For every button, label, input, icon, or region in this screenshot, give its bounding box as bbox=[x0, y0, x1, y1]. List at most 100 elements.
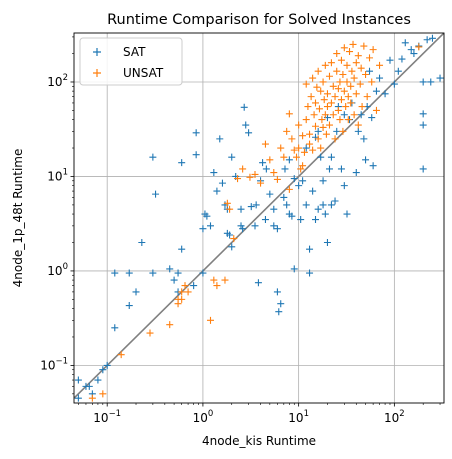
data-point bbox=[311, 122, 319, 130]
data-point bbox=[362, 156, 370, 164]
data-point bbox=[368, 114, 376, 122]
data-point bbox=[178, 159, 186, 167]
data-point bbox=[251, 170, 259, 178]
data-point bbox=[369, 46, 377, 54]
data-point bbox=[427, 78, 435, 86]
data-point bbox=[347, 82, 355, 90]
data-point bbox=[381, 90, 389, 98]
data-point bbox=[203, 212, 211, 220]
data-point bbox=[321, 61, 329, 69]
data-point bbox=[277, 144, 285, 152]
data-point bbox=[323, 103, 331, 111]
data-point bbox=[266, 190, 274, 198]
data-point bbox=[111, 269, 119, 277]
series-unsat bbox=[88, 40, 423, 402]
data-point bbox=[132, 288, 140, 296]
data-point bbox=[314, 67, 322, 75]
data-point bbox=[419, 121, 427, 129]
data-point bbox=[325, 72, 333, 80]
data-point bbox=[357, 111, 365, 119]
data-point bbox=[317, 87, 325, 95]
data-point bbox=[354, 52, 362, 60]
data-point bbox=[390, 80, 398, 88]
data-point bbox=[331, 135, 339, 143]
data-point bbox=[280, 193, 288, 201]
data-point bbox=[428, 34, 436, 42]
data-point bbox=[306, 245, 314, 253]
data-point bbox=[259, 159, 267, 167]
data-point bbox=[266, 156, 274, 164]
data-point bbox=[152, 190, 160, 198]
data-point bbox=[254, 279, 262, 287]
legend-box bbox=[79, 37, 183, 86]
data-point bbox=[299, 162, 307, 170]
data-point bbox=[281, 165, 289, 173]
data-point bbox=[190, 282, 198, 290]
data-point bbox=[74, 376, 82, 384]
data-point bbox=[117, 351, 125, 359]
data-point bbox=[302, 201, 310, 209]
data-point bbox=[320, 96, 328, 104]
data-point bbox=[319, 177, 327, 185]
data-point bbox=[348, 67, 356, 75]
y-axis-label: 4node_1p_48t Runtime bbox=[11, 149, 25, 288]
data-point bbox=[327, 201, 335, 209]
y-tick-label: 101 bbox=[47, 167, 68, 183]
data-point bbox=[166, 321, 174, 329]
data-point bbox=[302, 116, 310, 124]
data-point bbox=[369, 162, 377, 170]
data-point bbox=[329, 82, 337, 90]
data-point bbox=[302, 144, 310, 152]
data-point bbox=[242, 121, 250, 129]
data-point bbox=[327, 59, 335, 67]
data-point bbox=[419, 165, 427, 173]
data-point bbox=[199, 225, 207, 233]
data-point bbox=[304, 103, 312, 111]
data-point bbox=[262, 165, 270, 173]
data-point bbox=[327, 153, 335, 161]
data-point bbox=[360, 135, 368, 143]
data-point bbox=[372, 87, 380, 95]
data-point bbox=[415, 43, 423, 51]
data-point bbox=[352, 90, 360, 98]
data-point bbox=[325, 165, 333, 173]
plot-frame bbox=[73, 32, 445, 404]
data-point bbox=[99, 390, 107, 398]
data-point bbox=[333, 127, 341, 135]
data-point bbox=[398, 55, 406, 63]
data-point bbox=[239, 165, 247, 173]
data-point bbox=[436, 74, 444, 82]
data-point bbox=[213, 187, 221, 195]
data-point bbox=[290, 146, 298, 154]
data-point bbox=[368, 78, 376, 86]
data-point bbox=[237, 205, 245, 213]
data-point bbox=[376, 61, 384, 69]
data-point bbox=[386, 56, 394, 64]
data-point bbox=[329, 111, 337, 119]
data-point bbox=[138, 238, 146, 246]
data-point bbox=[401, 39, 409, 47]
data-point bbox=[323, 238, 331, 246]
data-point bbox=[346, 48, 354, 56]
data-point bbox=[336, 78, 344, 86]
data-point bbox=[228, 243, 236, 251]
data-point bbox=[423, 36, 431, 44]
data-point bbox=[321, 111, 329, 119]
data-point bbox=[302, 80, 310, 88]
data-point bbox=[239, 225, 247, 233]
data-point bbox=[354, 127, 362, 135]
data-point bbox=[309, 146, 317, 154]
data-point bbox=[333, 67, 341, 75]
data-point bbox=[283, 201, 291, 209]
x-tick-label: 101 bbox=[288, 409, 309, 425]
data-point bbox=[218, 179, 226, 187]
data-point bbox=[288, 212, 296, 220]
data-point bbox=[357, 64, 365, 72]
data-point bbox=[356, 80, 364, 88]
data-point bbox=[350, 111, 358, 119]
x-axis-ticks: 10−1 100 101 102 bbox=[78, 403, 441, 425]
y-axis-ticks: 10−1 100 101 102 bbox=[40, 36, 74, 395]
data-point bbox=[314, 135, 322, 143]
data-point bbox=[192, 151, 200, 159]
data-point bbox=[283, 127, 291, 135]
